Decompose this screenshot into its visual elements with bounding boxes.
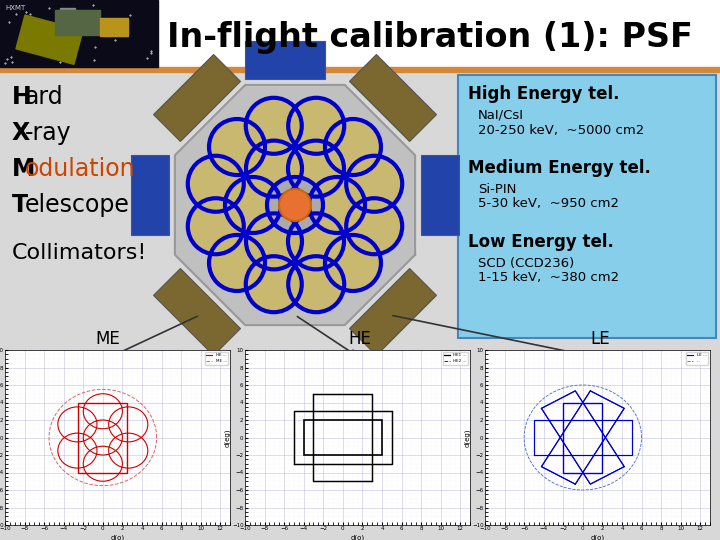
Polygon shape (245, 41, 325, 79)
Polygon shape (349, 268, 436, 355)
Text: X: X (12, 121, 30, 145)
Polygon shape (153, 268, 240, 355)
Polygon shape (421, 155, 459, 235)
Circle shape (246, 140, 302, 197)
Bar (304, 420, 382, 455)
Polygon shape (349, 55, 436, 141)
Text: ard: ard (25, 85, 63, 109)
X-axis label: d(o): d(o) (110, 534, 125, 540)
Text: HE: HE (348, 330, 372, 348)
Text: odulation: odulation (25, 157, 135, 181)
Text: In-flight calibration (1): PSF: In-flight calibration (1): PSF (167, 21, 693, 53)
X-axis label: d(o): d(o) (590, 534, 605, 540)
Text: LE: LE (590, 330, 610, 348)
X-axis label: d(o): d(o) (351, 534, 364, 540)
Text: NaI/CsI: NaI/CsI (478, 109, 524, 122)
Bar (60, 8, 75, 58)
Circle shape (288, 256, 344, 312)
Circle shape (279, 189, 311, 221)
Bar (458, 75, 716, 338)
Text: Low Energy tel.: Low Energy tel. (468, 233, 614, 251)
Bar (0, 0, 720, 68)
Y-axis label: d(eg): d(eg) (224, 428, 230, 447)
Text: Medium Energy tel.: Medium Energy tel. (468, 159, 651, 177)
Circle shape (188, 156, 244, 212)
Text: Si-PIN: Si-PIN (478, 183, 516, 196)
Text: ME: ME (96, 330, 120, 348)
Legend: LE ..., ...: LE ..., ... (686, 352, 708, 365)
Polygon shape (153, 55, 240, 141)
Bar (16, 15, 83, 64)
Circle shape (288, 213, 344, 269)
Circle shape (209, 235, 265, 291)
Y-axis label: d(eg): d(eg) (464, 428, 471, 447)
Circle shape (346, 156, 402, 212)
Circle shape (246, 213, 302, 269)
Circle shape (246, 98, 302, 154)
Circle shape (225, 177, 281, 233)
Bar (78, 402, 127, 472)
Text: M: M (12, 157, 35, 181)
Text: SCD (CCD236): SCD (CCD236) (478, 257, 575, 270)
Polygon shape (175, 85, 415, 325)
Text: H: H (12, 85, 32, 109)
Circle shape (325, 119, 381, 175)
Text: 1-15 keV,  ~380 cm2: 1-15 keV, ~380 cm2 (478, 271, 619, 284)
Text: T: T (12, 193, 28, 217)
Circle shape (267, 177, 323, 233)
Bar (0, 67, 720, 72)
Circle shape (288, 98, 344, 154)
Text: 5-30 keV,  ~950 cm2: 5-30 keV, ~950 cm2 (478, 197, 619, 210)
Text: HXMT: HXMT (5, 5, 25, 11)
Legend: HE1 ..., HE2 ...: HE1 ..., HE2 ... (443, 352, 468, 365)
Circle shape (309, 177, 365, 233)
Bar (0, 0, 158, 67)
Polygon shape (131, 155, 169, 235)
Bar (563, 402, 603, 472)
Text: -ray: -ray (25, 121, 71, 145)
Text: Collimators!: Collimators! (12, 243, 148, 263)
Text: elescope: elescope (25, 193, 130, 217)
Text: 20-250 keV,  ~5000 cm2: 20-250 keV, ~5000 cm2 (478, 124, 644, 137)
Circle shape (325, 235, 381, 291)
Legend: HE ..., ME ...: HE ..., ME ... (204, 352, 228, 365)
Circle shape (209, 119, 265, 175)
Circle shape (346, 198, 402, 254)
Circle shape (188, 198, 244, 254)
Circle shape (246, 256, 302, 312)
Bar (100, 18, 128, 36)
Circle shape (288, 140, 344, 197)
Text: High Energy tel.: High Energy tel. (468, 85, 619, 103)
Bar (55, 10, 100, 35)
